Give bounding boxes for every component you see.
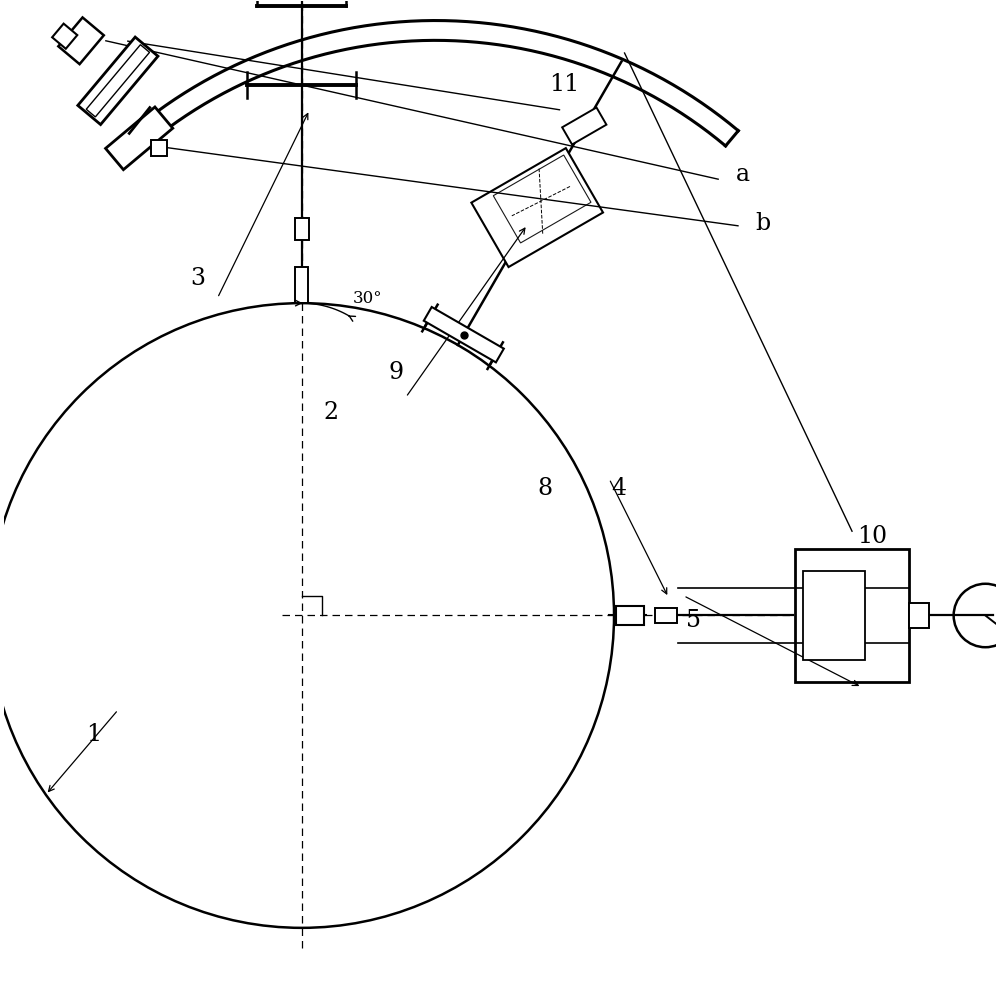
Text: b: b [755,213,770,235]
Text: 1: 1 [86,723,101,746]
Bar [78,37,158,124]
Text: 5: 5 [686,609,701,632]
Bar [655,608,677,624]
Text: a: a [736,163,750,186]
Text: 10: 10 [857,524,887,548]
Text: 30°: 30° [353,290,383,307]
Text: 3: 3 [190,267,205,290]
Bar [471,148,603,267]
Bar [295,267,308,303]
Text: 8: 8 [537,477,552,500]
Bar [106,107,173,170]
Text: 9: 9 [388,361,403,384]
Bar [909,603,929,628]
Bar [616,606,644,626]
Text: 4: 4 [611,477,627,500]
Bar [151,140,167,156]
Bar [424,307,504,362]
Bar [58,18,104,65]
Bar [562,107,606,145]
Bar [803,571,865,660]
Text: 11: 11 [549,73,580,96]
Bar [86,45,150,117]
Bar [52,24,77,49]
Bar [795,548,909,682]
Bar [295,217,309,239]
Bar [493,155,591,243]
Text: 2: 2 [324,401,339,424]
